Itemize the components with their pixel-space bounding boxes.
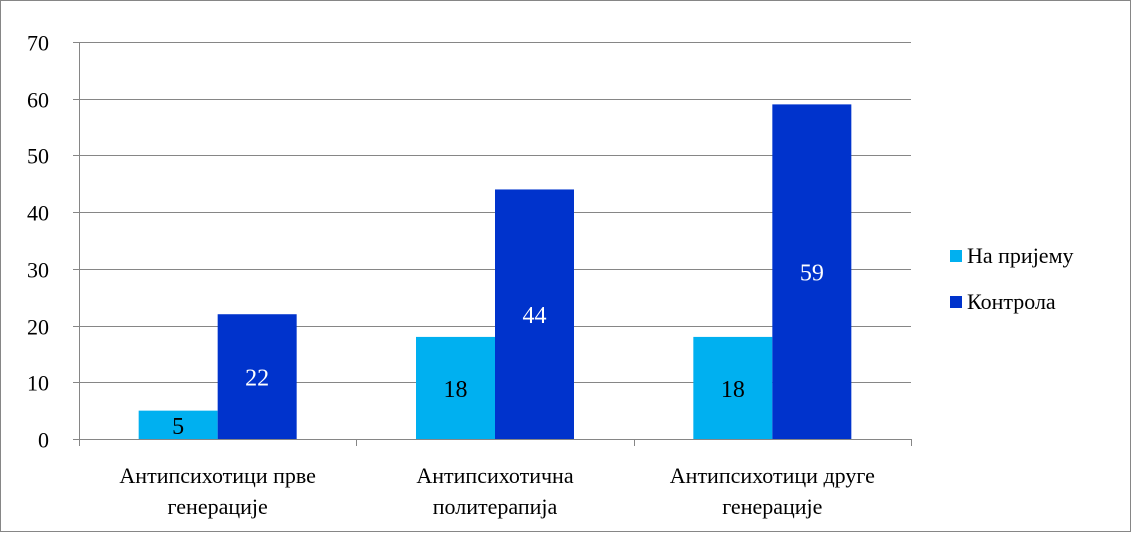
category-label: Антипсихотици прве bbox=[119, 463, 315, 488]
y-tick-label: 50 bbox=[27, 144, 49, 169]
data-label: 5 bbox=[172, 414, 184, 440]
data-labels: 5 22 18 44 18 59 bbox=[172, 261, 824, 440]
bar bbox=[693, 336, 773, 439]
y-tick-label: 30 bbox=[27, 258, 49, 283]
legend-swatch bbox=[950, 250, 962, 262]
legend: На пријему Контрола bbox=[950, 243, 1074, 314]
category-label: Антипсихотици друге bbox=[670, 463, 875, 488]
data-label: 18 bbox=[721, 377, 745, 403]
bar bbox=[772, 104, 852, 439]
bar bbox=[416, 336, 495, 439]
bar bbox=[495, 189, 574, 439]
bar bbox=[217, 314, 297, 439]
category-label: генерације bbox=[168, 494, 268, 519]
data-label: 22 bbox=[245, 366, 269, 392]
legend-label: На пријему bbox=[967, 243, 1074, 268]
data-label: 59 bbox=[800, 261, 824, 287]
data-label: 18 bbox=[444, 377, 468, 403]
bars bbox=[138, 104, 852, 439]
y-tick-label: 10 bbox=[27, 371, 49, 396]
y-tick-label: 0 bbox=[38, 428, 49, 453]
data-label: 44 bbox=[523, 303, 547, 329]
bar bbox=[138, 410, 218, 439]
category-label: генерације bbox=[722, 494, 822, 519]
y-tick-label: 60 bbox=[27, 88, 49, 113]
y-tick-label: 40 bbox=[27, 201, 49, 226]
legend-label: Контрола bbox=[967, 289, 1056, 314]
category-label: политерапија bbox=[433, 494, 558, 519]
y-tick-label: 20 bbox=[27, 315, 49, 340]
axes: 0 10 20 30 40 50 60 70 Антипсихотици прве генерац… bbox=[27, 31, 912, 519]
y-tick-label: 70 bbox=[27, 31, 49, 56]
legend-swatch bbox=[950, 296, 962, 308]
category-label: Антипсихотична bbox=[416, 463, 573, 488]
